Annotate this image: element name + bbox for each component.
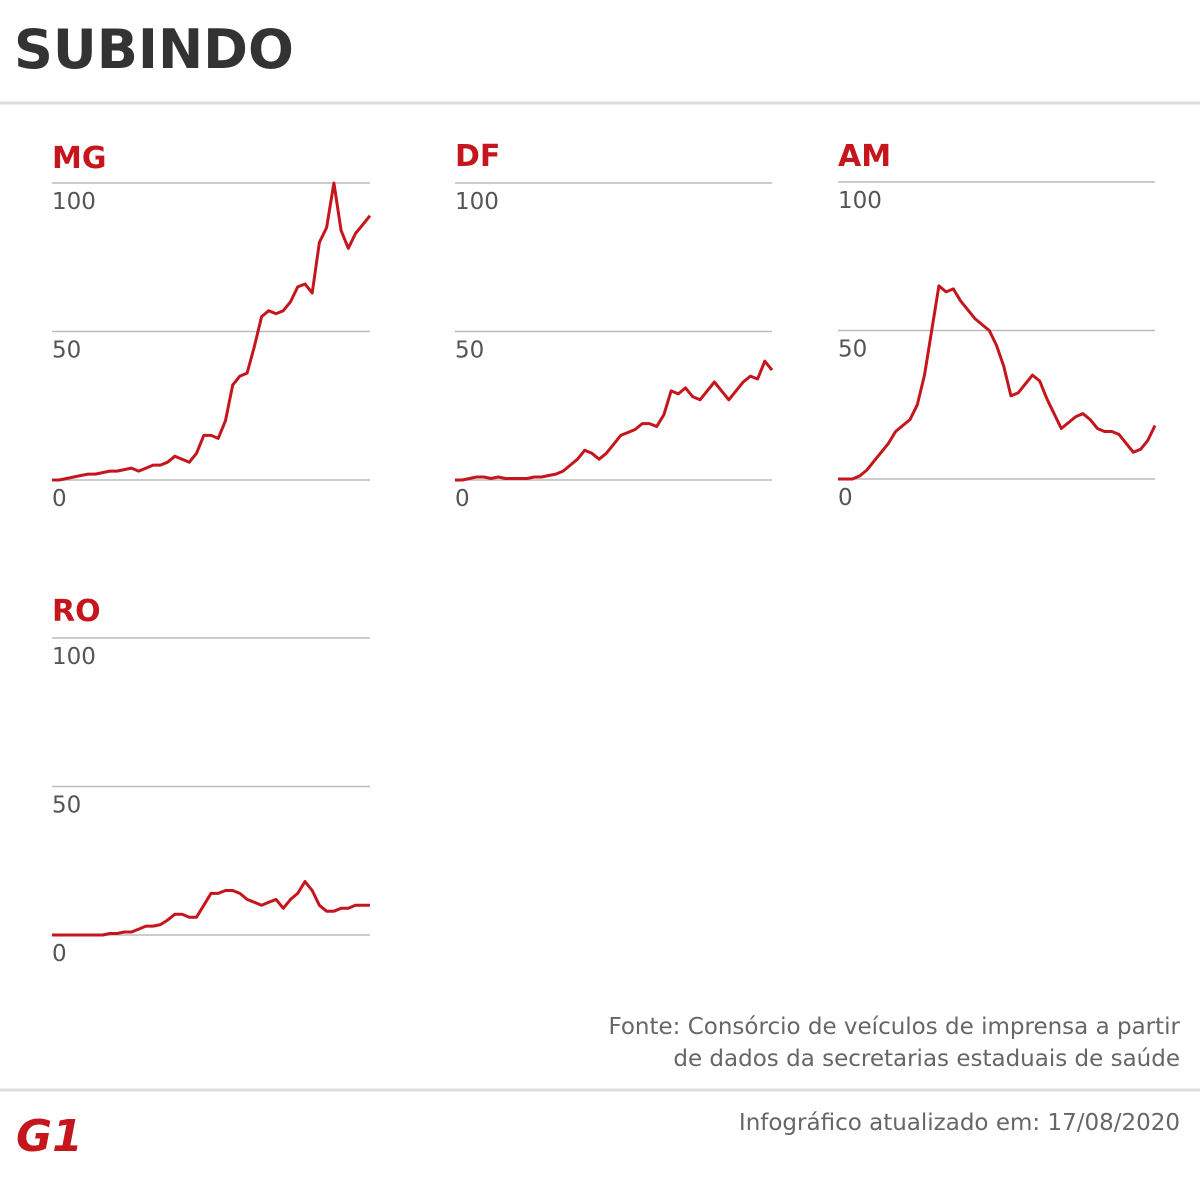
y-tick-label: 50 [52,338,81,364]
y-tick-label: 0 [838,485,853,511]
y-tick-label: 100 [838,188,882,214]
y-tick-label: 100 [52,644,96,670]
data-line [455,359,774,482]
logo: G1 [16,1111,83,1162]
y-tick-label: 0 [52,486,67,512]
source-line: de dados da secretarias estaduais de saú… [673,1046,1180,1072]
y-tick-label: 0 [52,941,67,967]
updated-date: Infográfico atualizado em: 17/08/2020 [739,1110,1180,1136]
panel-title: AM [838,139,891,174]
panel-title: MG [52,141,106,176]
data-line [838,284,1157,481]
page-title: SUBINDO [14,18,294,81]
y-tick-label: 100 [52,189,96,215]
source-line: Fonte: Consórcio de veículos de imprensa… [608,1014,1180,1040]
y-tick-label: 50 [52,793,81,819]
y-tick-label: 100 [455,189,499,215]
y-tick-label: 50 [455,338,484,364]
data-line [52,880,370,937]
y-tick-label: 0 [455,486,470,512]
data-line [52,181,372,482]
y-tick-label: 50 [838,337,867,363]
panel-title: RO [52,594,101,629]
panel-title: DF [455,139,500,174]
